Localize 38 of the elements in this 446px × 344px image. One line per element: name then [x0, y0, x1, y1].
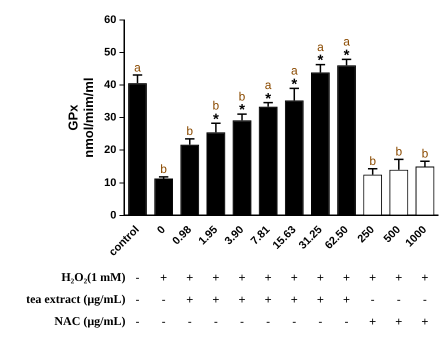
- annotation: b: [186, 124, 194, 138]
- y-tick-label: 0: [110, 209, 116, 222]
- annotation: *: [239, 102, 246, 119]
- x-tick-label: 500: [382, 224, 404, 246]
- y-tick-label: 10: [104, 176, 116, 189]
- annotation: *: [317, 52, 324, 70]
- x-tick-label: 3.90: [222, 224, 246, 248]
- annotation: b: [395, 144, 402, 159]
- text: H₂O₂(1 mM): [61, 270, 126, 284]
- y-tick-label: 60: [104, 14, 116, 26]
- x-tick-label: 7.81: [248, 224, 272, 248]
- annotation: *: [344, 47, 350, 64]
- annotation: a: [290, 64, 298, 78]
- annotation: b: [212, 98, 220, 112]
- x-tick-label: 0.98: [170, 224, 194, 248]
- annotation: *: [265, 90, 272, 108]
- text: - - + + + + + + + - - -: [136, 292, 427, 306]
- y-tick-label: 30: [104, 112, 116, 124]
- y-tick-label: 50: [104, 46, 116, 59]
- annotation: *: [212, 110, 219, 128]
- y-tick-label: 20: [104, 144, 116, 156]
- x-tick-label: 0: [155, 224, 168, 237]
- text: - - - - - - - - - + + +: [136, 314, 428, 328]
- annotation: b: [238, 89, 246, 104]
- annotation: a: [343, 34, 350, 49]
- annotation: a: [134, 60, 142, 74]
- text: tea extract (μg/mL): [26, 292, 126, 306]
- annotation: a: [317, 40, 324, 54]
- annotation: *: [291, 76, 298, 93]
- text: NAC (μg/mL): [54, 314, 126, 328]
- annotation: b: [422, 146, 429, 161]
- annotation: a: [264, 78, 272, 92]
- text: - + + + + + + + + + + +: [136, 270, 428, 284]
- annotation: b: [369, 154, 376, 168]
- annotation: b: [160, 162, 168, 176]
- x-tick-label: 250: [355, 224, 377, 246]
- y-axis-title: GPx nmol/mim/ml: [65, 78, 96, 158]
- y-tick-label: 40: [104, 79, 116, 92]
